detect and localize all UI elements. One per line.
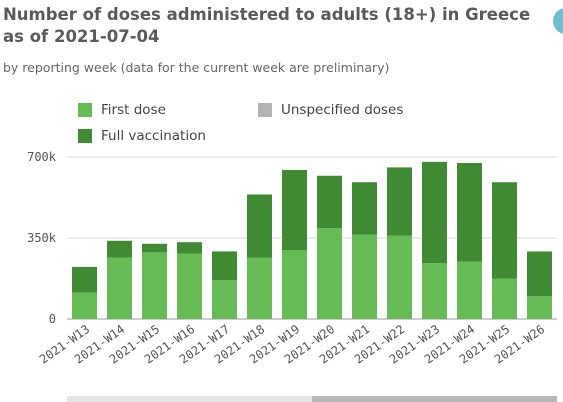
bar-first-dose [247,257,272,319]
bar-first-dose [387,235,412,319]
bar-first-dose [527,296,552,319]
bar-full-vaccination [422,161,447,263]
bar-first-dose [212,280,237,319]
bar-full-vaccination [72,266,97,293]
bar-full-vaccination [177,242,202,254]
legend-label-full-vaccination: Full vaccination [101,128,206,144]
y-tick-label: 350k [27,231,57,245]
help-button[interactable] [553,8,563,34]
bar-first-dose [142,252,167,319]
bar-first-dose [282,250,307,319]
scrollbar-thumb[interactable] [312,396,557,402]
bar-full-vaccination [352,182,377,235]
horizontal-scrollbar[interactable] [67,396,557,402]
bar-first-dose [72,292,97,319]
bar-first-dose [422,262,447,319]
bar-full-vaccination [457,163,482,262]
chart-title: Number of doses administered to adults (… [3,5,531,46]
bar-full-vaccination [527,251,552,297]
y-tick-label: 0 [49,312,56,326]
bar-first-dose [317,228,342,319]
legend-swatch-first-dose [78,103,92,117]
y-tick-label: 700k [27,150,57,164]
bar-full-vaccination [142,243,167,253]
legend-swatch-full-vaccination [78,129,92,143]
bar-first-dose [457,261,482,319]
bar-full-vaccination [247,194,272,258]
legend-item-unspecified-doses[interactable]: Unspecified doses [258,102,403,118]
bar-full-vaccination [282,169,307,251]
bar-full-vaccination [492,182,517,279]
bar-first-dose [107,257,132,319]
bar-full-vaccination [317,175,342,229]
legend-item-full-vaccination[interactable]: Full vaccination [78,128,206,144]
bar-full-vaccination [387,167,412,236]
legend-label-first-dose: First dose [101,102,166,118]
bar-first-dose [352,234,377,319]
legend-item-first-dose[interactable]: First dose [78,102,166,118]
legend-label-unspecified-doses: Unspecified doses [281,102,404,118]
bar-full-vaccination [212,251,237,281]
bar-full-vaccination [107,240,132,258]
chart-subtitle: by reporting week (data for the current … [3,60,390,75]
bar-first-dose [492,278,517,319]
bar-first-dose [177,253,202,319]
legend-swatch-unspecified-doses [258,103,272,117]
